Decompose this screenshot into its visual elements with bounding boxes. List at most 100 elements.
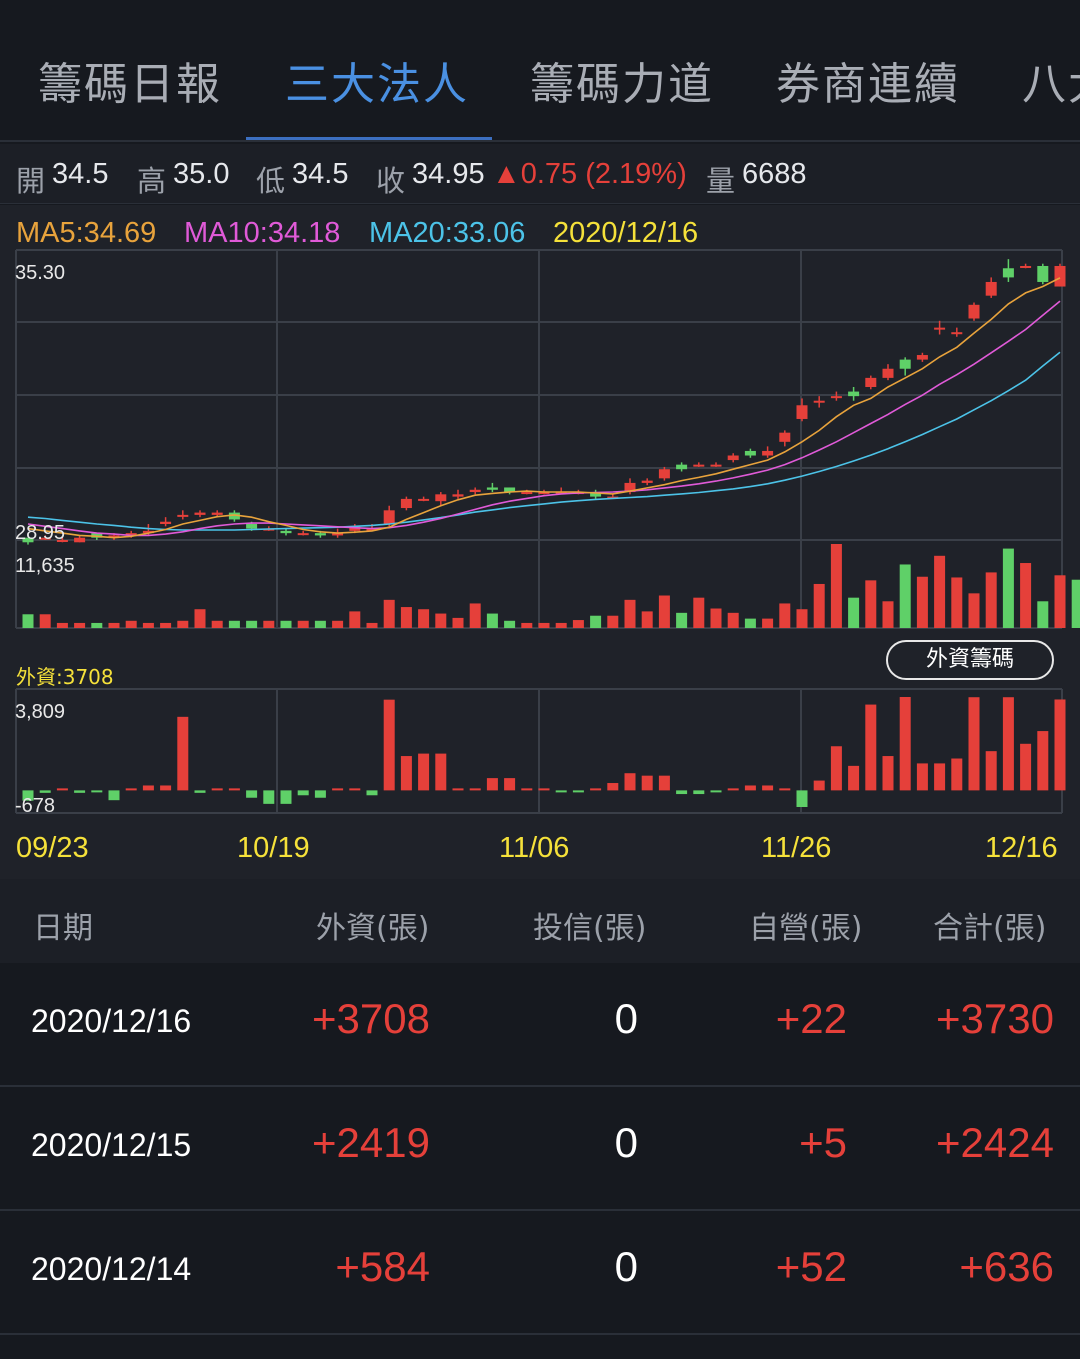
candle-body [762,450,774,456]
candle-body [349,526,361,531]
candle-body [280,530,292,534]
foreign-bar [504,778,516,791]
candle-body [418,498,430,501]
foreign-bar [985,751,997,791]
volume-bar [624,599,636,628]
row-date: 2020/12/15 [31,1127,192,1163]
volume-bar [263,620,275,628]
foreign-bar [39,790,51,793]
col-dealer-header[interactable]: 自營(張) [749,911,863,946]
high-value: 35.0 [173,158,230,190]
tab-three-institutions[interactable]: 三大法人 [285,59,469,110]
tab-bar: 籌碼日報 三大法人 籌碼力道 券商連續 八大 [0,0,1080,142]
foreign-min-label: -678 [15,795,56,817]
row-date: 2020/12/16 [31,1003,192,1039]
tab-broker-consecutive[interactable]: 券商連續 [776,59,960,110]
tab-eight-major[interactable]: 八大 [1022,59,1080,110]
candle-body [74,537,86,543]
low-value: 34.5 [292,158,349,190]
volume-bar [796,609,808,628]
candle-body [985,281,997,296]
foreign-bar [538,788,550,791]
foreign-bar [813,780,825,791]
volume-bar [22,614,34,628]
candle-body [899,359,911,369]
foreign-chip-toggle-button[interactable]: 外資籌碼 [886,640,1054,680]
candlestick-chart [15,249,1080,814]
volume-bar [727,612,739,628]
chart-date: 2020/12/16 [553,217,699,249]
foreign-bar [194,790,206,793]
row-foreign: +584 [335,1243,430,1290]
volume-bar [228,620,240,628]
volume-bar [435,613,447,628]
foreign-bar [899,697,911,791]
candle-body [314,533,326,536]
volume-value: 6688 [742,158,807,190]
volume-bar [882,601,894,628]
foreign-bar [796,790,808,807]
open-value: 34.5 [52,158,109,190]
price-min-label: 28.95 [15,522,66,544]
volume-bar [383,599,395,628]
row-date: 2020/12/14 [31,1251,192,1287]
close-value: 34.95 [412,158,485,190]
foreign-bar [590,788,602,791]
col-total-header[interactable]: 合計(張) [933,911,1047,946]
row-total: +2424 [936,1119,1054,1166]
candle-body [641,480,653,483]
candle-body [194,512,206,515]
volume-bar [366,622,378,628]
volume-bar [314,620,326,628]
candle-body [383,510,395,525]
candle-body [246,524,258,529]
foreign-bar [91,790,103,793]
row-trust: 0 [614,1243,638,1290]
row-trust: 0 [614,1119,638,1166]
stock-chart[interactable]: MA5:34.69 MA10:34.18 MA20:33.06 2020/12/… [0,205,1080,879]
volume-bar [452,617,464,628]
candle-body [727,455,739,461]
table-row[interactable]: 2020/12/16 +3708 0 +22 +3730 [0,963,1080,1087]
volume-bar [779,603,791,628]
high-label: 高 [137,164,167,198]
foreign-bar [177,716,189,791]
foreign-bar [74,790,86,793]
quote-bar: 開 34.5 高 35.0 低 34.5 收 34.95 ▲0.75 (2.19… [0,144,1080,204]
candle-body [1020,265,1032,268]
ma20-value: MA20:33.06 [369,217,526,249]
col-trust-header[interactable]: 投信(張) [533,911,647,946]
foreign-bar [865,704,877,791]
candle-body [848,391,860,397]
candle-body [590,492,602,497]
ma5-value: MA5:34.69 [16,217,157,249]
col-foreign-header[interactable]: 外資(張) [316,911,430,946]
price-change: ▲0.75 (2.19%) [492,158,687,190]
candle-body [968,304,980,319]
volume-bar [160,622,172,628]
volume-bar [607,615,619,628]
volume-bar [246,620,258,628]
ma10-value: MA10:34.18 [184,217,341,249]
volume-bar [968,593,980,628]
foreign-bar [435,753,447,791]
tab-chip-daily[interactable]: 籌碼日報 [38,59,222,110]
row-foreign: +3708 [312,995,430,1042]
foreign-bar [693,790,705,795]
candle-body [951,332,963,335]
table-row[interactable]: 2020/12/14 +584 0 +52 +636 [0,1211,1080,1335]
x-tick-label: 10/19 [237,832,310,864]
row-dealer: +52 [775,1243,847,1290]
volume-bar [1071,579,1080,628]
tab-chip-strength[interactable]: 籌碼力道 [530,59,714,110]
table-row[interactable]: 2020/12/15 +2419 0 +5 +2424 [0,1087,1080,1211]
volume-bar [658,595,670,628]
foreign-bar [469,788,481,791]
foreign-bar [263,790,275,804]
foreign-bar [658,775,670,791]
x-tick-label: 11/26 [761,832,832,864]
volume-bar [39,614,51,628]
volume-bar [934,555,946,628]
foreign-bar [418,753,430,791]
row-total: +3730 [936,995,1054,1042]
